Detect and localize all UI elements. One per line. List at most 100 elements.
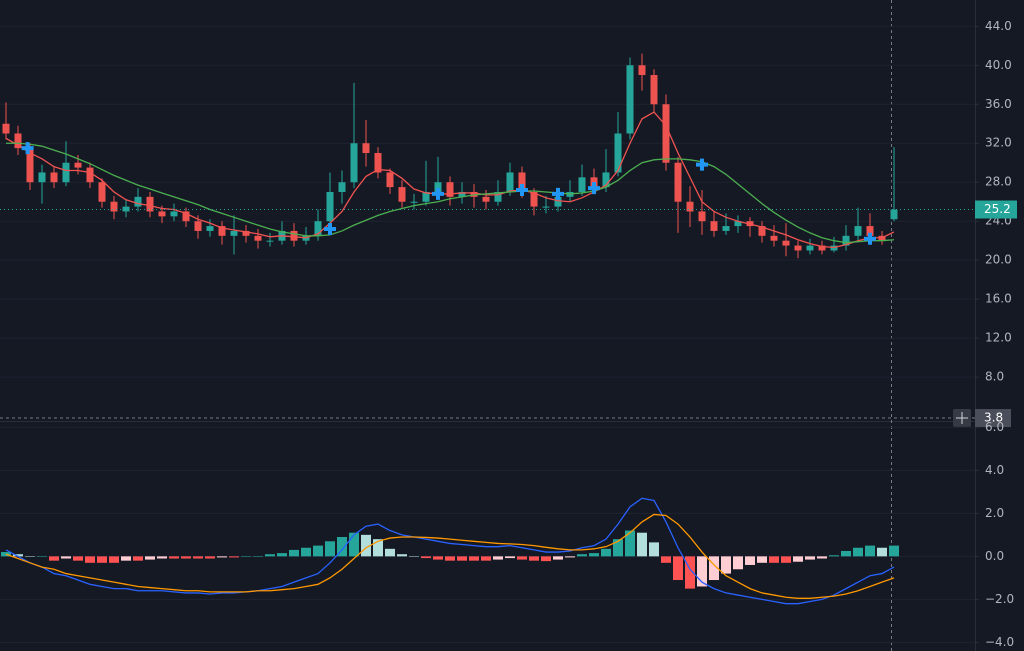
candle-body <box>26 148 34 183</box>
candle-body <box>770 235 778 241</box>
histogram-bar <box>361 534 371 557</box>
histogram-bar <box>445 556 455 561</box>
y-tick-label: 32.0 <box>985 136 1012 150</box>
histogram-bar <box>769 556 779 563</box>
signal-line <box>5 513 895 599</box>
histogram-bar <box>277 553 287 557</box>
histogram-bar <box>745 556 755 565</box>
candle-body <box>158 211 166 217</box>
histogram-bar <box>661 556 671 563</box>
histogram-bar <box>793 556 803 562</box>
candle-body <box>662 104 670 163</box>
histogram-bar <box>97 556 107 563</box>
signal-marker <box>864 232 876 245</box>
histogram-bar <box>829 555 839 557</box>
signal-marker <box>324 223 336 236</box>
histogram-bar <box>409 556 419 557</box>
candle-body <box>734 221 742 227</box>
candle-body <box>314 221 322 236</box>
candle-body <box>866 226 874 236</box>
candle-body <box>494 191 502 202</box>
histogram-bar <box>109 556 119 563</box>
y-tick-label: −4.0 <box>985 635 1014 649</box>
histogram-bar <box>781 556 791 563</box>
y-tick-label: 12.0 <box>985 331 1012 345</box>
histogram-bar <box>733 556 743 570</box>
candle-body <box>38 172 46 183</box>
candle-body <box>254 235 262 241</box>
histogram-bar <box>397 554 407 557</box>
candle-body <box>410 201 418 203</box>
candle-body <box>602 172 610 188</box>
candle-body <box>194 221 202 231</box>
y-tick-label: 4.0 <box>985 463 1004 477</box>
candle-body <box>14 133 22 149</box>
histogram-bar <box>289 549 299 557</box>
histogram-bar <box>193 556 203 559</box>
y-tick-label: −2.0 <box>985 592 1014 606</box>
histogram-bar <box>169 556 179 559</box>
candle-body <box>374 152 382 173</box>
histogram-bar <box>253 556 263 557</box>
histogram-bar <box>481 556 491 561</box>
candle-body <box>290 230 298 241</box>
histogram-bar <box>73 556 83 561</box>
histogram-bar <box>805 556 815 560</box>
histogram-bar <box>385 548 395 557</box>
histogram-bar <box>217 556 227 558</box>
signal-marker <box>21 142 34 155</box>
candle-body <box>842 235 850 246</box>
histogram-bar <box>325 541 335 557</box>
histogram-bar <box>541 556 551 562</box>
histogram-bar <box>529 556 539 561</box>
candle-body <box>506 172 514 192</box>
candle-body <box>626 65 634 134</box>
histogram-bar <box>157 556 167 559</box>
candle-body <box>422 191 430 202</box>
histogram-bar <box>25 556 35 557</box>
y-tick-label: 40.0 <box>985 58 1012 72</box>
histogram-bar <box>517 556 527 560</box>
histogram-bar <box>853 547 863 557</box>
candle-body <box>398 187 406 202</box>
candle-body <box>530 191 538 207</box>
crosshair-plus-icon <box>956 412 968 425</box>
candle-body <box>218 226 226 236</box>
candle-body <box>674 162 682 202</box>
histogram-bar <box>313 545 323 557</box>
candle-body <box>350 143 358 183</box>
histogram-bar <box>145 556 155 560</box>
candle-body <box>446 182 454 197</box>
macd-line <box>5 497 895 605</box>
candle-body <box>434 182 442 192</box>
histogram-bar <box>265 554 275 557</box>
y-tick-label: 6.0 <box>985 420 1004 434</box>
candle-body <box>614 133 622 173</box>
candle-body <box>686 201 694 212</box>
candle-body <box>122 206 130 212</box>
y-tick-label: 36.0 <box>985 97 1012 111</box>
histogram-bar <box>589 553 599 557</box>
histogram-bar <box>841 550 851 557</box>
histogram-bar <box>205 556 215 559</box>
histogram-bar <box>469 556 479 561</box>
candle-body <box>326 191 334 222</box>
y-tick-label: 2.0 <box>985 506 1004 520</box>
histogram-bar <box>601 548 611 557</box>
histogram-bar <box>61 556 71 559</box>
candle-body <box>818 245 826 251</box>
signal-marker <box>516 184 528 197</box>
candle-body <box>266 240 274 242</box>
histogram-bar <box>877 547 887 557</box>
signal-marker <box>588 182 600 195</box>
last-price-label: 25.2 <box>984 202 1011 216</box>
candle-body <box>554 196 562 207</box>
histogram-bar <box>553 556 563 560</box>
y-tick-label: 16.0 <box>985 292 1012 306</box>
candle-body <box>206 226 214 231</box>
signal-marker <box>552 187 564 200</box>
histogram-bar <box>133 556 143 561</box>
histogram-bar <box>721 556 731 574</box>
